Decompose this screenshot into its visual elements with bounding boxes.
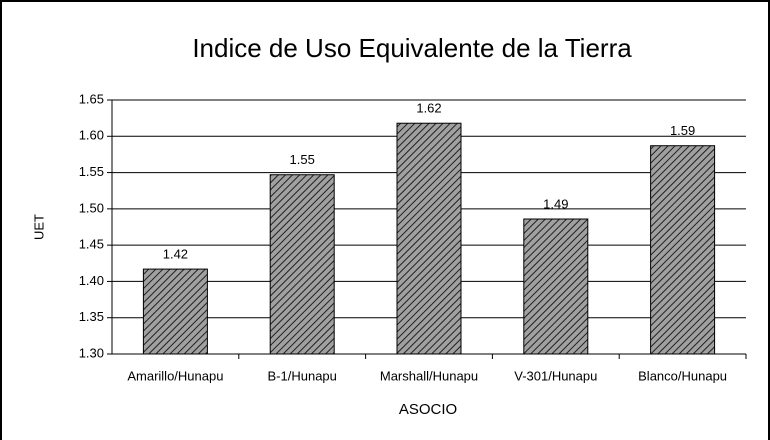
y-tick-label: 1.60 (79, 128, 104, 143)
x-tick-label: B-1/Hunapu (268, 368, 337, 383)
bar (650, 145, 716, 355)
bar (523, 218, 589, 355)
x-axis-label: ASOCIO (399, 401, 457, 418)
bar (142, 268, 208, 355)
x-tick-label: V-301/Hunapu (514, 368, 597, 383)
y-tick-label: 1.50 (79, 200, 104, 215)
bar (269, 174, 335, 355)
y-axis-label: UET (31, 214, 46, 240)
chart-title: Indice de Uso Equivalente de la Tierra (192, 33, 632, 63)
x-tick-label: Amarillo/Hunapu (127, 368, 223, 383)
y-tick-label: 1.55 (79, 164, 104, 179)
data-label: 1.55 (290, 152, 315, 167)
y-tick-label: 1.30 (79, 345, 104, 360)
x-tick-label: Marshall/Hunapu (380, 368, 478, 383)
y-tick-label: 1.35 (79, 309, 104, 324)
data-label: 1.59 (670, 123, 695, 138)
y-tick-label: 1.45 (79, 237, 104, 252)
data-label: 1.42 (163, 247, 188, 262)
x-tick-label: Blanco/Hunapu (638, 368, 727, 383)
bar (396, 122, 462, 355)
y-tick-label: 1.65 (79, 91, 104, 106)
y-tick-label: 1.40 (79, 273, 104, 288)
data-label: 1.49 (543, 196, 568, 211)
data-label: 1.62 (416, 101, 441, 116)
